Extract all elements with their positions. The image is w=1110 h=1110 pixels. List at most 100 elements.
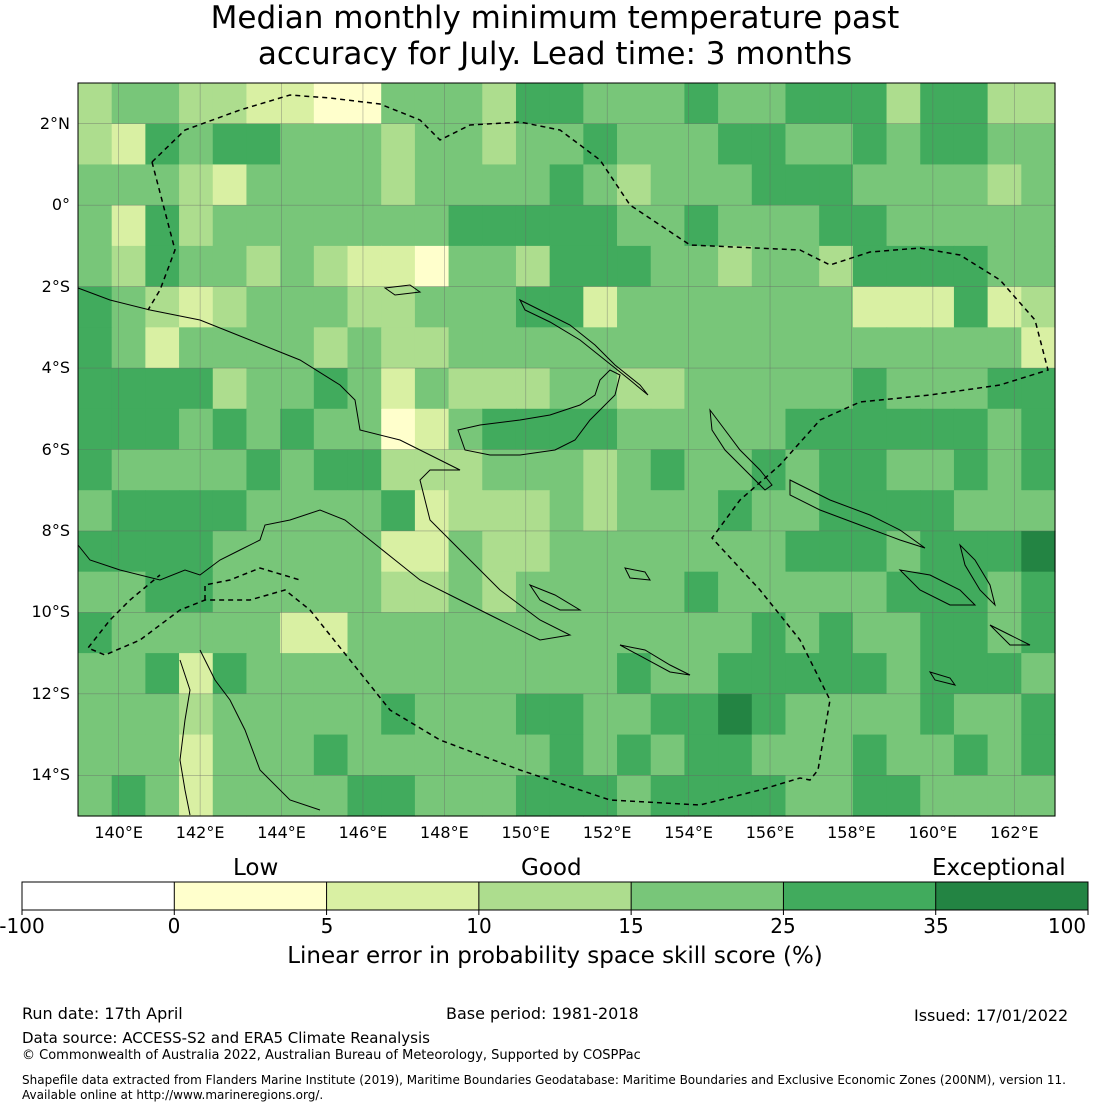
grid-cell <box>751 490 787 532</box>
grid-cell <box>145 164 180 206</box>
grid-cell <box>650 164 686 206</box>
grid-cell <box>414 245 450 288</box>
grid-cell <box>650 449 686 491</box>
grid-cell <box>751 164 787 206</box>
grid-cell <box>111 449 146 491</box>
colorbar-segment <box>935 882 1088 910</box>
grid-cell <box>515 245 551 288</box>
grid-cell <box>212 734 248 776</box>
grid-cell <box>718 164 753 206</box>
colorbar-segment <box>326 882 479 910</box>
grid-cell <box>280 123 315 166</box>
grid-cell <box>987 286 1022 328</box>
longitude-label: 152°E <box>582 823 632 842</box>
grid-cell <box>852 327 888 369</box>
grid-cell <box>313 83 349 125</box>
grid-cell <box>145 327 180 369</box>
grid-cell <box>886 408 921 451</box>
grid-cell <box>819 408 854 451</box>
grid-cell <box>448 205 483 247</box>
grid-cell <box>886 164 921 206</box>
grid-cell <box>111 734 146 776</box>
grid-cell <box>280 490 315 532</box>
grid-cell <box>78 286 113 328</box>
grid-cell <box>617 327 652 369</box>
grid-cell <box>515 368 551 410</box>
grid-cell <box>549 368 584 410</box>
grid-cell <box>313 653 349 695</box>
grid-cell <box>886 734 921 776</box>
grid-cell <box>179 83 214 125</box>
grid-cell <box>246 734 281 776</box>
grid-cell <box>414 693 450 736</box>
grid-cell <box>1021 775 1056 817</box>
grid-cell <box>751 83 787 125</box>
grid-cell <box>920 123 955 166</box>
grid-cell <box>718 734 753 776</box>
map-frame <box>77 82 1056 817</box>
grid-cell <box>1021 490 1056 532</box>
grid-cell <box>718 449 753 491</box>
grid-cell <box>280 327 315 369</box>
grid-cell <box>280 449 315 491</box>
grid-cell <box>280 245 315 288</box>
grid-cell <box>515 327 551 369</box>
grid-cell <box>718 327 753 369</box>
rennell-coastline <box>928 671 957 686</box>
grid-cell <box>111 775 146 817</box>
grid-cell <box>179 368 214 410</box>
grid-cell <box>313 408 349 451</box>
title-line-2: accuracy for July. Lead time: 3 months <box>257 36 853 72</box>
grid-cell <box>987 653 1022 695</box>
grid-cell <box>1021 653 1056 695</box>
grid-cell <box>684 612 719 654</box>
grid-cell <box>852 164 888 206</box>
grid-cell <box>852 530 888 573</box>
grid-cell <box>515 83 551 125</box>
grid-cell <box>482 490 517 532</box>
grid-cell <box>583 83 618 125</box>
grid-cell <box>785 83 820 125</box>
grid-cell <box>718 83 753 125</box>
grid-cell <box>583 775 618 817</box>
colorbar-tick: -100 <box>0 914 45 938</box>
cape-york-coastline <box>179 659 191 816</box>
grid-cell <box>347 245 382 288</box>
grid-cell <box>819 734 854 776</box>
grid-cell <box>179 449 214 491</box>
grid-cell <box>212 164 248 206</box>
grid-cell <box>246 408 281 451</box>
grid-cell <box>953 123 989 166</box>
grid-cell <box>583 734 618 776</box>
grid-cell <box>718 612 753 654</box>
grid-cell <box>987 164 1022 206</box>
grid-cell <box>819 123 854 166</box>
grid-cell <box>381 327 416 369</box>
grid-cell <box>381 205 416 247</box>
grid-cell <box>886 327 921 369</box>
grid-cell <box>684 245 719 288</box>
grid-cell <box>347 368 382 410</box>
grid-cell <box>549 693 584 736</box>
longitude-label: 160°E <box>908 823 958 842</box>
grid-cell <box>583 449 618 491</box>
longitude-label: 148°E <box>420 823 469 842</box>
grid-cell <box>78 490 113 532</box>
grid-cell <box>145 123 180 166</box>
latitude-label: 6°S <box>41 439 70 459</box>
grid-cell <box>482 734 517 776</box>
grid-cell <box>1021 83 1056 125</box>
grid-cell <box>751 775 787 817</box>
grid-cell <box>78 123 113 166</box>
grid-cell <box>145 449 180 491</box>
grid-cell <box>482 530 517 573</box>
grid-cell <box>549 653 584 695</box>
grid-cell <box>179 571 214 613</box>
colorbar-tick: 35 <box>923 914 949 938</box>
grid-cell <box>448 530 483 573</box>
grid-cell <box>145 408 180 451</box>
grid-cell <box>785 286 820 328</box>
grid-cell <box>751 327 787 369</box>
grid-cell <box>212 123 248 166</box>
grid-cell <box>819 205 854 247</box>
